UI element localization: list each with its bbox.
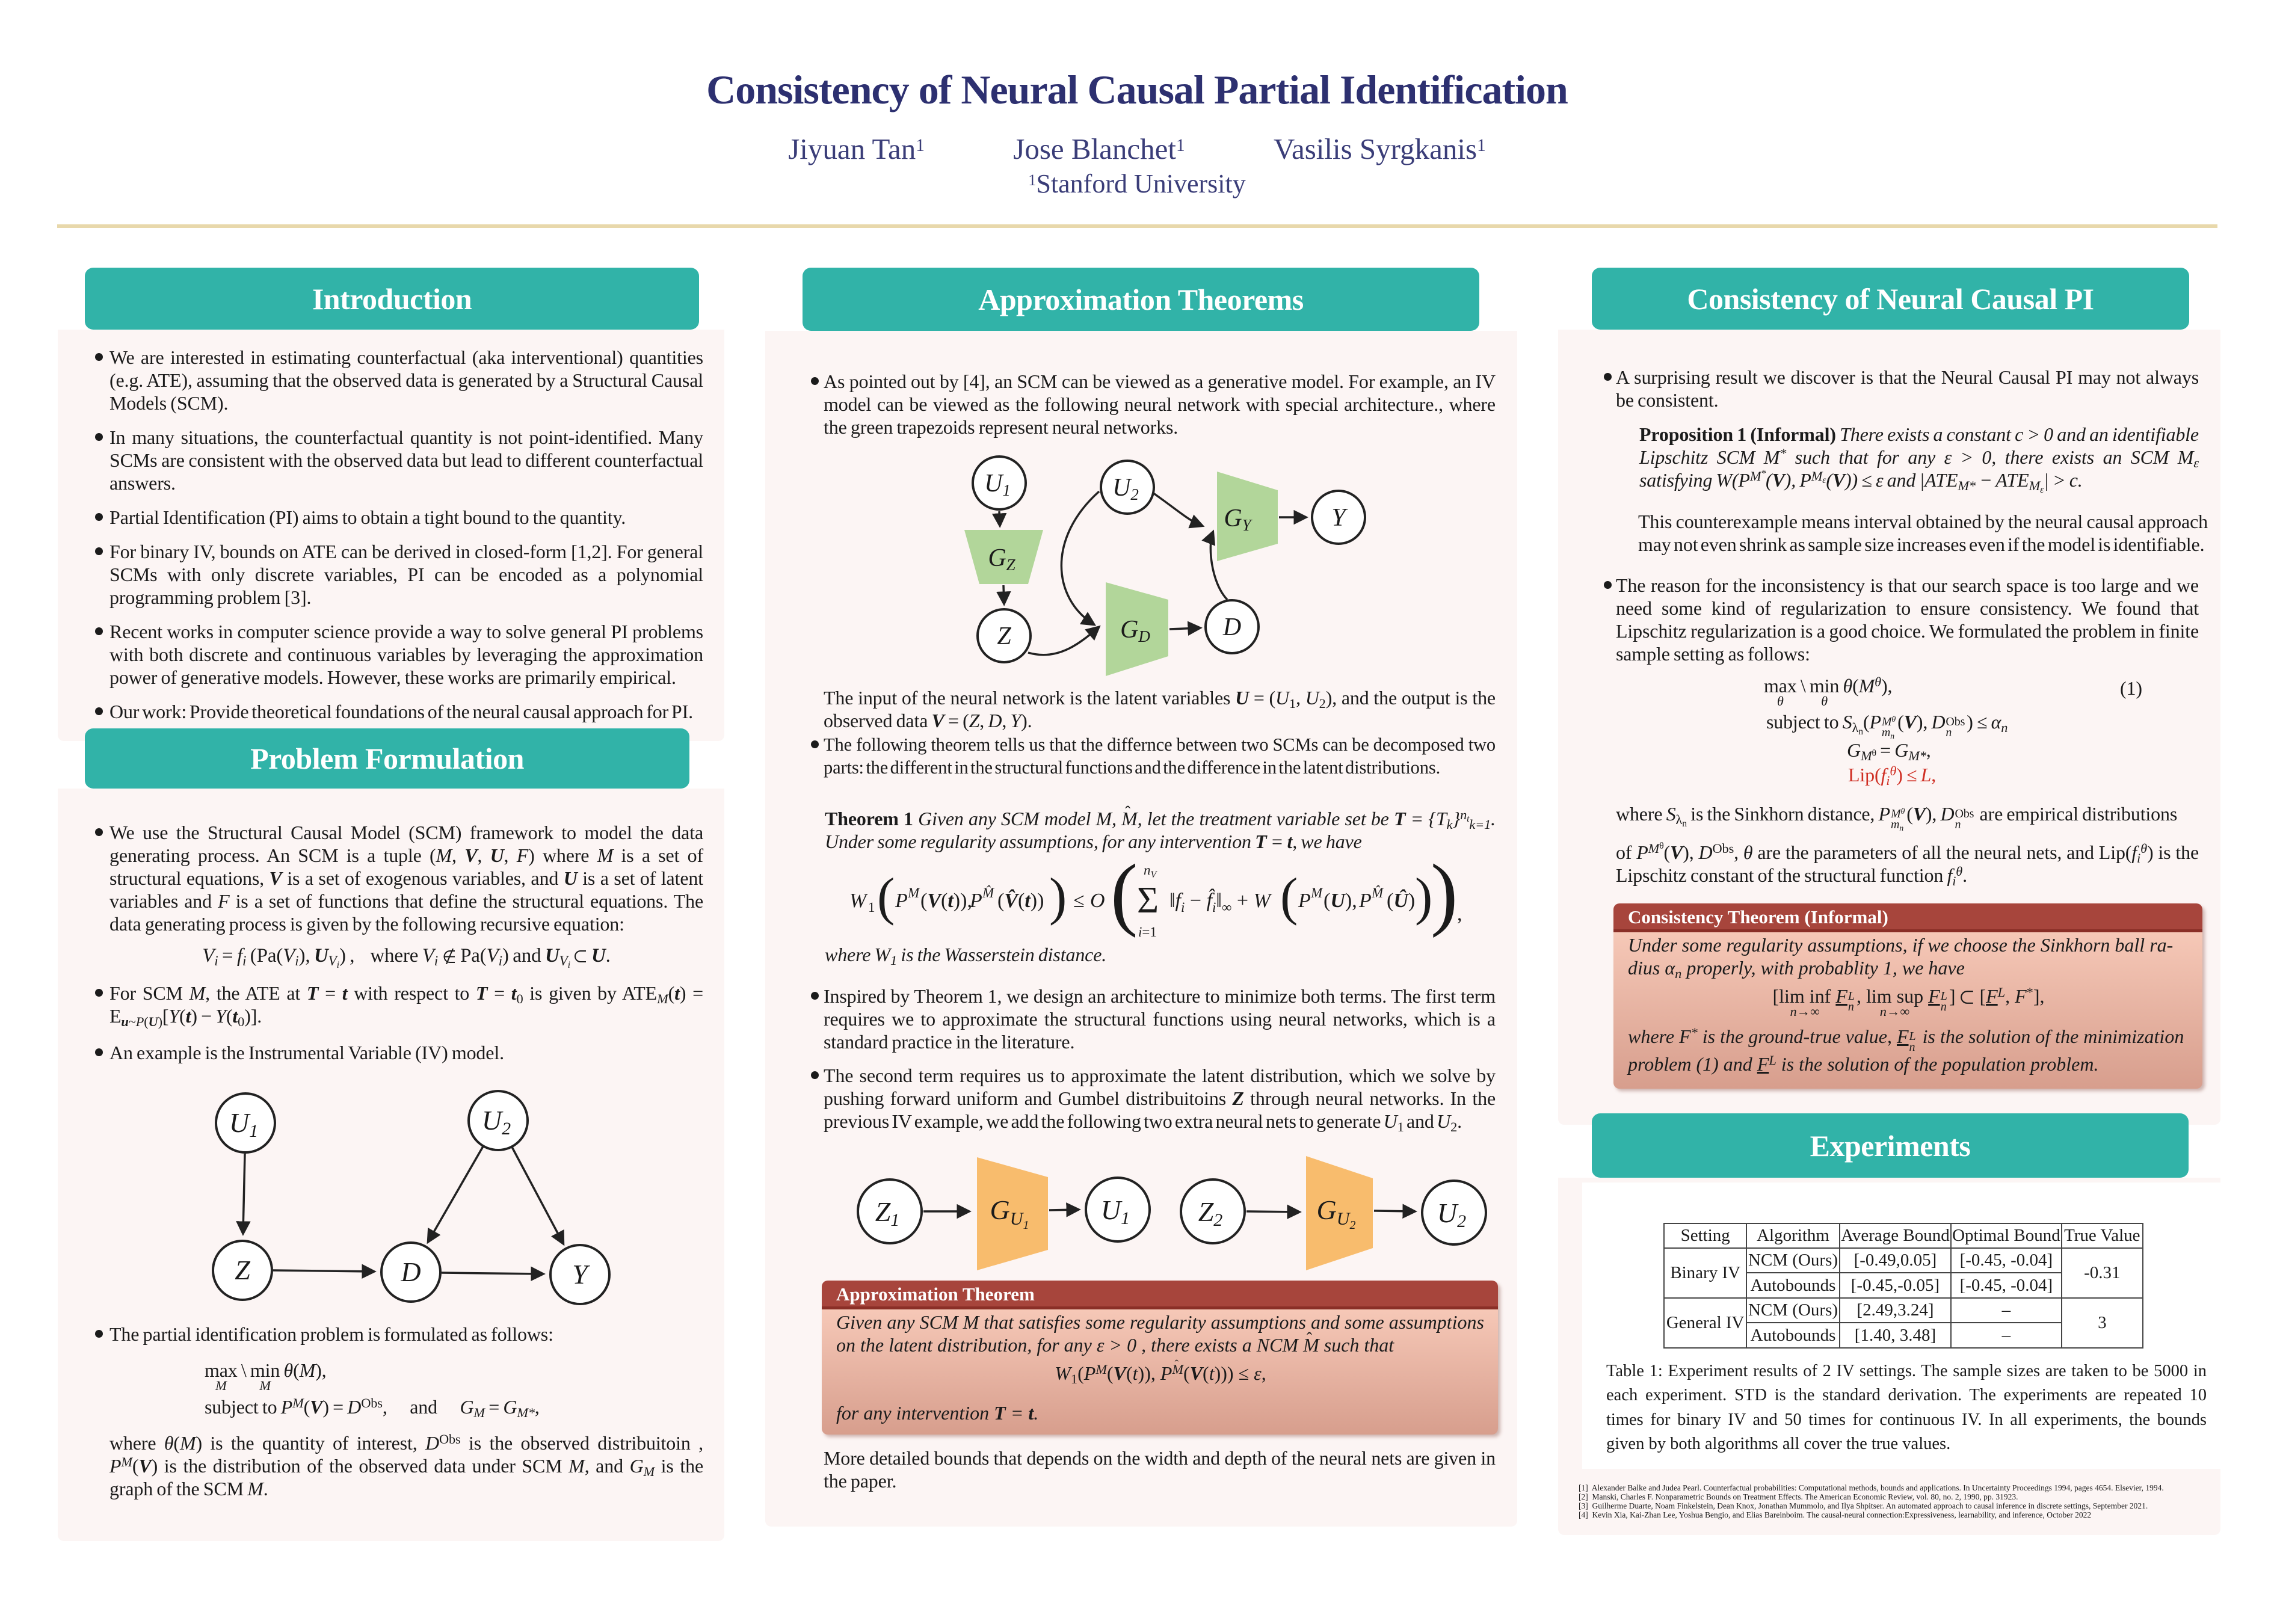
svg-text:i=1: i=1 [1138,924,1157,940]
svg-text:U1: U1 [229,1107,258,1141]
svg-text:Y: Y [572,1259,590,1290]
svg-text:1: 1 [868,900,875,915]
svg-text:P: P [1298,890,1311,912]
svg-text:(Û): (Û) [1387,889,1415,912]
svg-text:): ) [1049,868,1067,926]
svg-text:(: ( [1111,855,1138,938]
svg-text:Z: Z [997,623,1011,650]
svg-text:(U),: (U), [1323,890,1357,912]
svg-text:(: ( [877,868,895,926]
svg-text:M̂: M̂ [1371,885,1384,900]
svg-text:Z: Z [235,1255,250,1285]
svg-text:≤: ≤ [1073,890,1085,912]
svg-text:M: M [1310,885,1323,900]
svg-text:Y: Y [1331,504,1348,532]
svg-text:M̂: M̂ [982,885,995,900]
svg-text:nV: nV [1144,863,1158,880]
svg-text:): ) [1431,855,1458,938]
svg-text:D: D [1222,614,1241,641]
svg-text:,: , [1457,903,1462,925]
svg-text:W: W [849,890,868,912]
svg-text:Z2: Z2 [1198,1196,1223,1230]
svg-text:Σ: Σ [1137,880,1159,921]
svg-text:M: M [907,885,920,900]
svg-text:(V(t)),: (V(t)), [920,890,972,912]
svg-text:P: P [1358,890,1372,912]
svg-text:‖fi − f̂i‖∞ + W: ‖fi − f̂i‖∞ + W [1169,888,1272,915]
svg-text:P: P [969,890,982,912]
svg-text:D: D [400,1256,421,1287]
svg-text:(: ( [1280,868,1298,926]
svg-text:P: P [895,890,908,912]
svg-text:(V̂(t)): (V̂(t)) [997,888,1044,912]
svg-text:O: O [1090,890,1105,912]
svg-text:): ) [1415,868,1432,926]
